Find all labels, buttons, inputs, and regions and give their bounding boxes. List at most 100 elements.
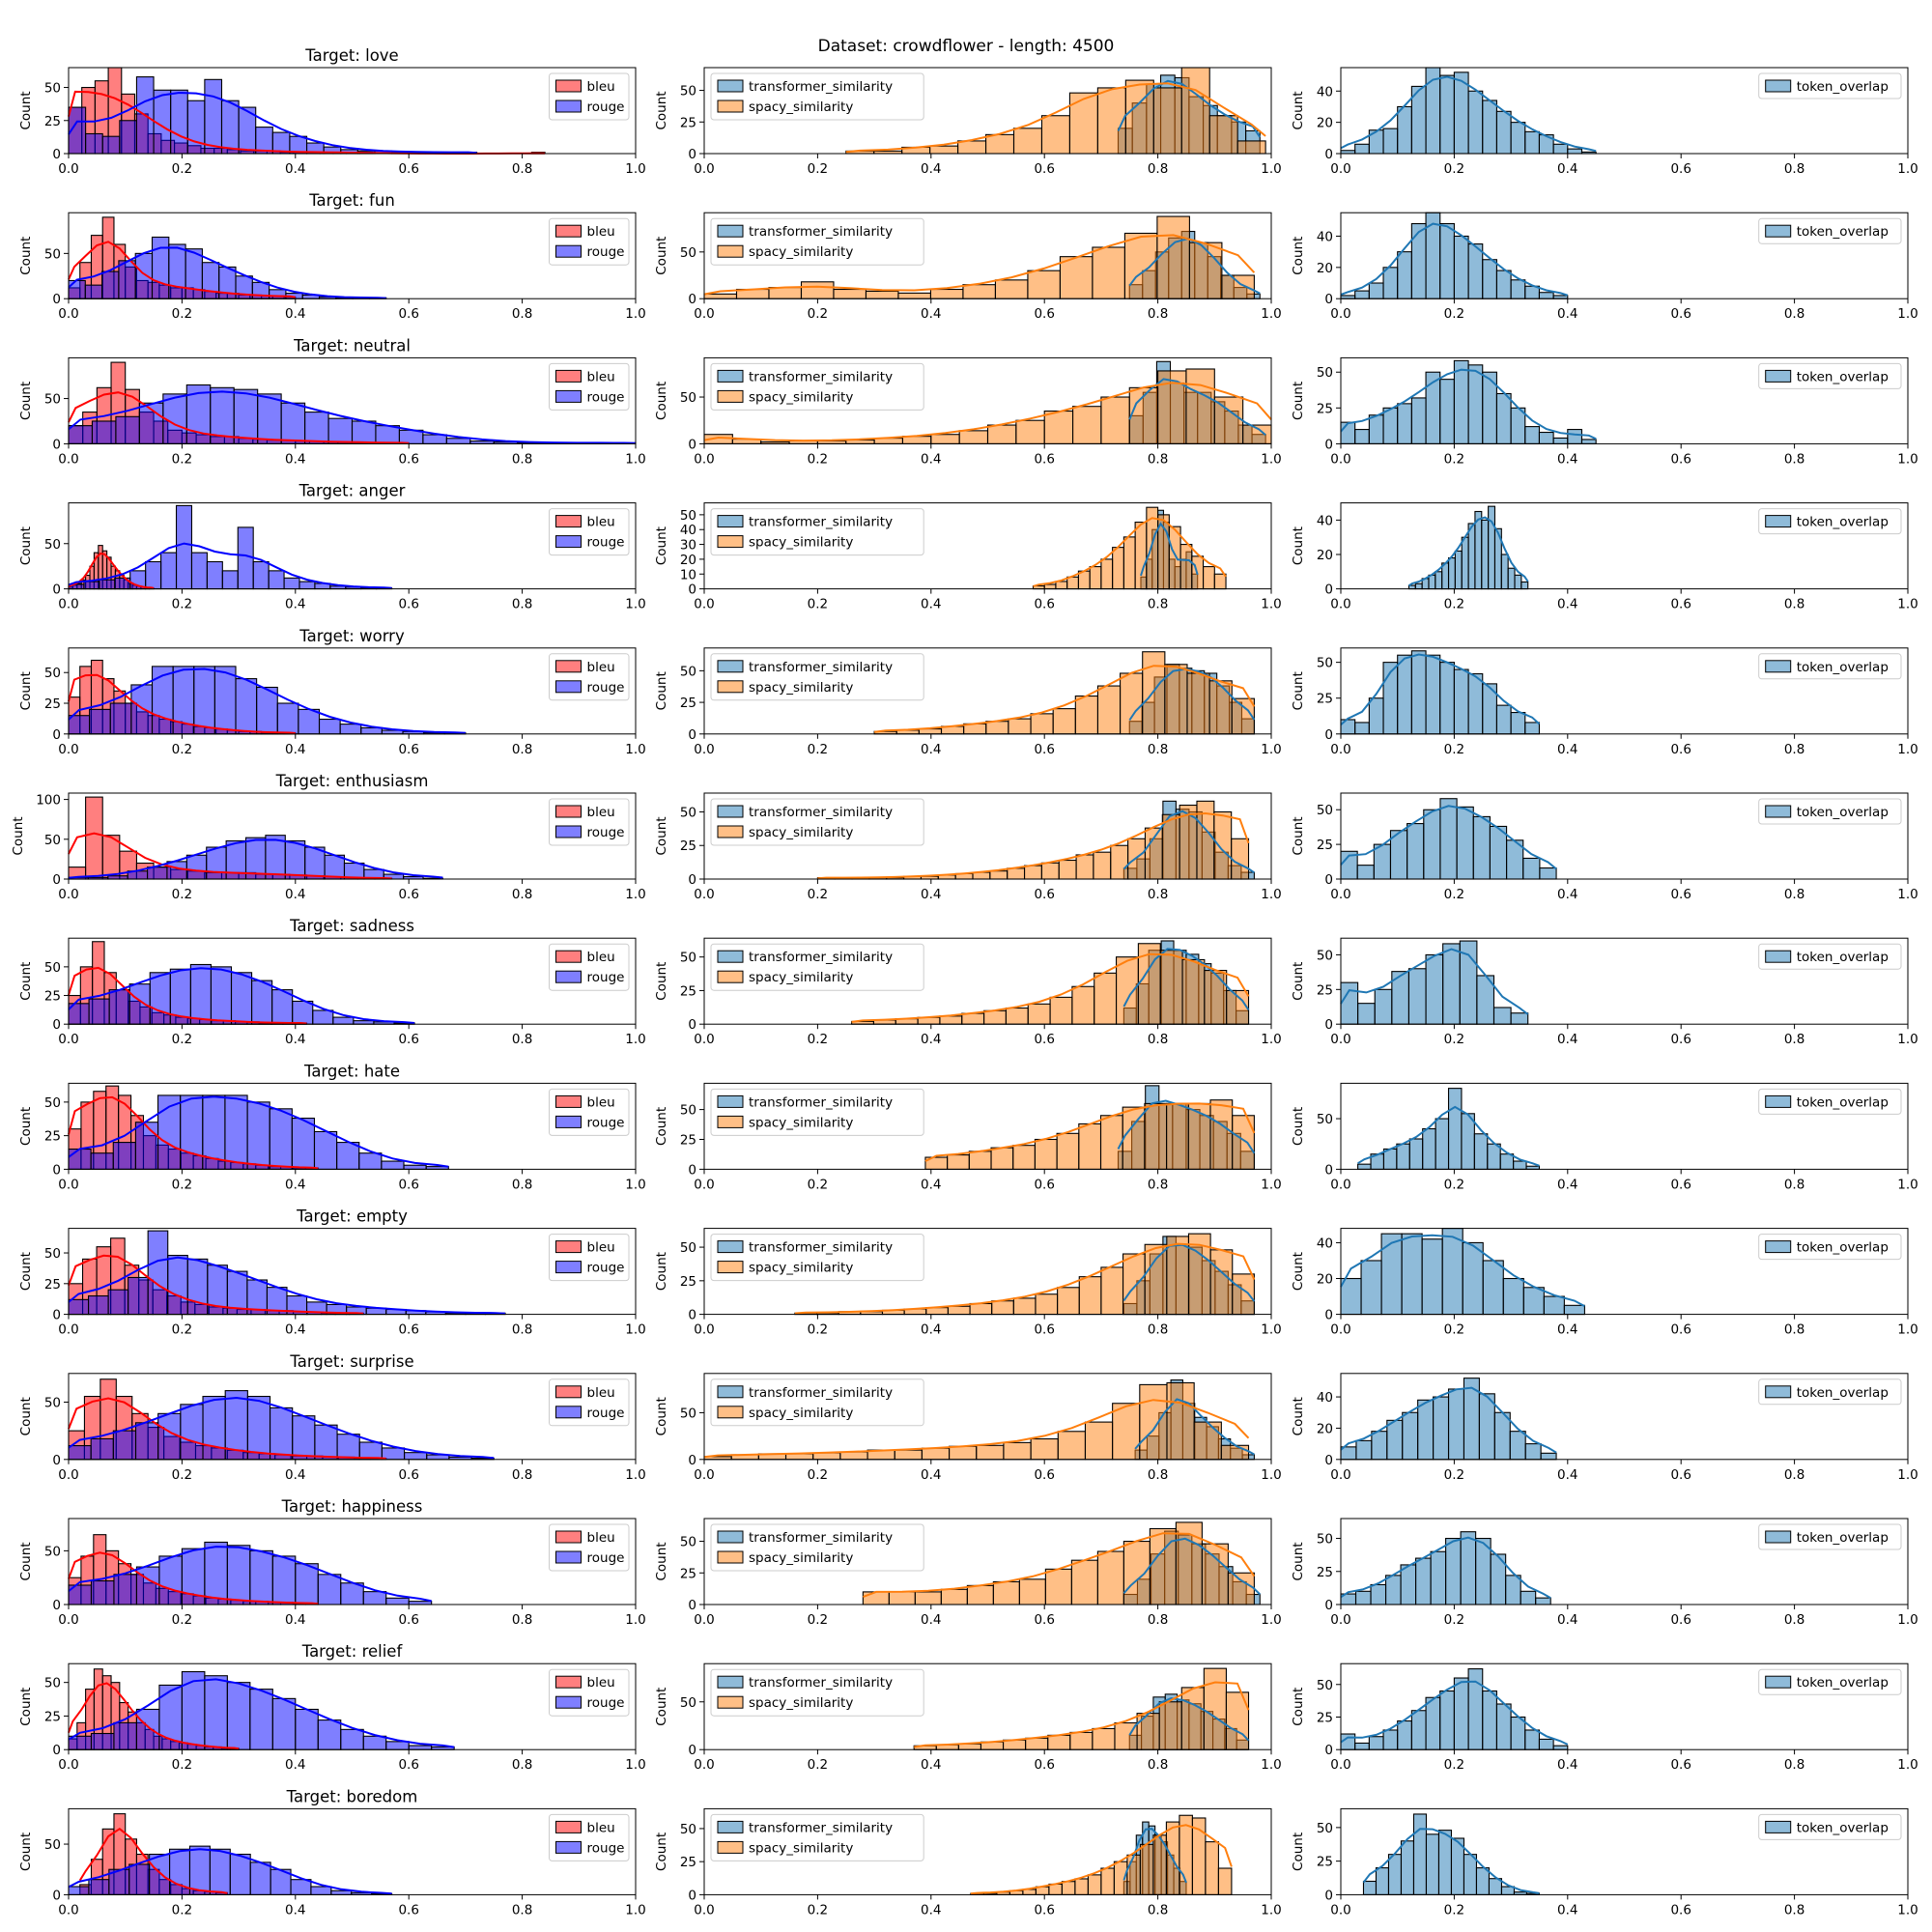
bar-token_overlap [1461, 536, 1469, 590]
x-tick-label: 0.2 [172, 161, 192, 177]
y-tick-label: 50 [680, 1240, 696, 1256]
bar-spacy_similarity [1078, 1122, 1102, 1170]
y-tick-label: 25 [680, 696, 696, 711]
x-tick-label: 0.4 [1557, 1032, 1577, 1047]
bar-rouge [99, 579, 116, 590]
bar-rouge [135, 1708, 160, 1750]
x-tick-label: 1.0 [625, 1902, 645, 1918]
y-axis-label: Count [18, 1833, 34, 1871]
bar-token_overlap [1428, 574, 1436, 590]
bar-rouge [128, 983, 151, 1025]
x-tick-label: 0.4 [921, 161, 941, 177]
panel-relief-2: 0.0 0.2 0.4 0.6 0.8 1.0 0 50 Count transformer_si… [654, 1662, 1282, 1773]
kde-transformer_similarity [1117, 1099, 1256, 1154]
legend-box [710, 1378, 924, 1427]
x-tick-label: 1.0 [1261, 1612, 1281, 1628]
row-relief: 0.0 0.2 0.4 0.6 0.8 1.0 0 25 50 Count bleu rouge Tar… [18, 1642, 1918, 1773]
bar-rouge [360, 726, 383, 735]
kde-spacy_similarity [817, 811, 1250, 880]
bar-spacy_similarity [1213, 396, 1244, 444]
x-tick-label: 0.0 [1330, 451, 1350, 467]
bar-spacy_similarity [1061, 1881, 1076, 1895]
legend-swatch-bleu [555, 950, 582, 963]
x-tick-label: 0.0 [694, 887, 714, 902]
bar-token_overlap [1513, 1160, 1527, 1170]
legend-box [1758, 943, 1902, 970]
legend: transformer_similarity spacy_similarity [710, 653, 924, 701]
legend-swatch-bleu [555, 224, 582, 238]
kde-transformer_similarity [1134, 1398, 1255, 1456]
panel-boredom-1: 0.0 0.2 0.4 0.6 0.8 1.0 0 50 Count bleu rouge Targe… [18, 1787, 646, 1918]
bar-token_overlap [1499, 1153, 1515, 1170]
x-tick-label: 0.8 [1148, 887, 1168, 902]
y-axis-label: Count [18, 1252, 34, 1291]
x-tick-label: 0.2 [808, 451, 828, 467]
y-tick-label: 50 [680, 1103, 696, 1119]
panel-title: Target: happiness [281, 1497, 423, 1516]
y-tick-label: 40 [1317, 1390, 1333, 1406]
bar-rouge [68, 1298, 90, 1316]
bar-token_overlap [1439, 74, 1455, 155]
legend-label-bleu: bleu [587, 805, 615, 820]
x-tick-label: 0.6 [1034, 1612, 1054, 1628]
x-tick-label: 0.8 [1148, 1322, 1168, 1338]
bar-rouge [249, 1549, 273, 1605]
x-tick-label: 0.2 [1444, 1757, 1464, 1773]
bar-token_overlap [1380, 1233, 1403, 1316]
y-axis-label: Count [1291, 1252, 1306, 1291]
kde-token_overlap [1340, 1680, 1569, 1746]
bar-spacy_similarity [1071, 985, 1095, 1025]
legend-label-spacy_similarity: spacy_similarity [749, 970, 853, 985]
bar-spacy_similarity [1127, 838, 1147, 880]
y-tick-label: 0 [688, 582, 696, 598]
bar-spacy_similarity [1208, 680, 1233, 735]
axes-frame [703, 1228, 1272, 1316]
bar-spacy_similarity [1126, 1854, 1141, 1895]
bar-rouge [295, 1563, 319, 1605]
legend-swatch-bleu [555, 660, 582, 673]
legend-box [710, 72, 924, 121]
bar-rouge [158, 1555, 183, 1605]
bar-token_overlap [1439, 662, 1455, 735]
kde-token_overlap [1340, 222, 1569, 297]
bar-rouge [107, 1289, 129, 1316]
x-tick-label: 0.2 [808, 161, 828, 177]
bar-rouge [190, 552, 208, 590]
legend-box [1758, 798, 1902, 825]
x-tick-label: 1.0 [1261, 887, 1281, 902]
panel-boredom-3: 0.0 0.2 0.4 0.6 0.8 1.0 0 25 50 Count token_overla… [1291, 1807, 1918, 1918]
bar-rouge [230, 972, 253, 1025]
legend-label-rouge: rouge [587, 99, 625, 115]
legend-swatch-bleu [555, 1820, 582, 1833]
bar-token_overlap [1563, 1304, 1585, 1316]
bar-spacy_similarity [929, 145, 959, 155]
x-tick-label: 0.6 [398, 1902, 418, 1918]
bar-spacy_similarity [1043, 410, 1074, 444]
bar-spacy_similarity [1057, 1287, 1080, 1316]
bar-token_overlap [1463, 1854, 1478, 1895]
legend: bleu rouge [549, 1234, 630, 1282]
bar-token_overlap [1447, 1388, 1465, 1461]
y-tick-label: 50 [680, 1406, 696, 1421]
bar-rouge [175, 504, 193, 590]
bar-spacy_similarity [1166, 1236, 1190, 1316]
y-axis-label: Count [18, 237, 34, 275]
bar-spacy_similarity [1213, 810, 1233, 880]
legend-box [1758, 653, 1902, 680]
bar-spacy_similarity [1134, 521, 1148, 590]
legend-swatch-token_overlap [1765, 224, 1792, 238]
bar-spacy_similarity [1068, 92, 1098, 155]
panel-hate-1: 0.0 0.2 0.4 0.6 0.8 1.0 0 25 50 Count bleu rouge Tar… [18, 1062, 646, 1192]
x-tick-label: 0.6 [1670, 1032, 1690, 1047]
bar-rouge [310, 1886, 332, 1895]
legend-swatch-bleu [555, 1675, 582, 1689]
panel-title: Target: boredom [286, 1787, 418, 1805]
x-tick-label: 0.4 [1557, 1177, 1577, 1192]
x-tick-label: 0.8 [1784, 1467, 1804, 1483]
bar-spacy_similarity [1096, 87, 1126, 155]
bar-token_overlap [1482, 1260, 1504, 1316]
bar-rouge [351, 420, 377, 444]
bar-rouge [295, 1708, 319, 1750]
bar-token_overlap [1510, 1716, 1526, 1750]
